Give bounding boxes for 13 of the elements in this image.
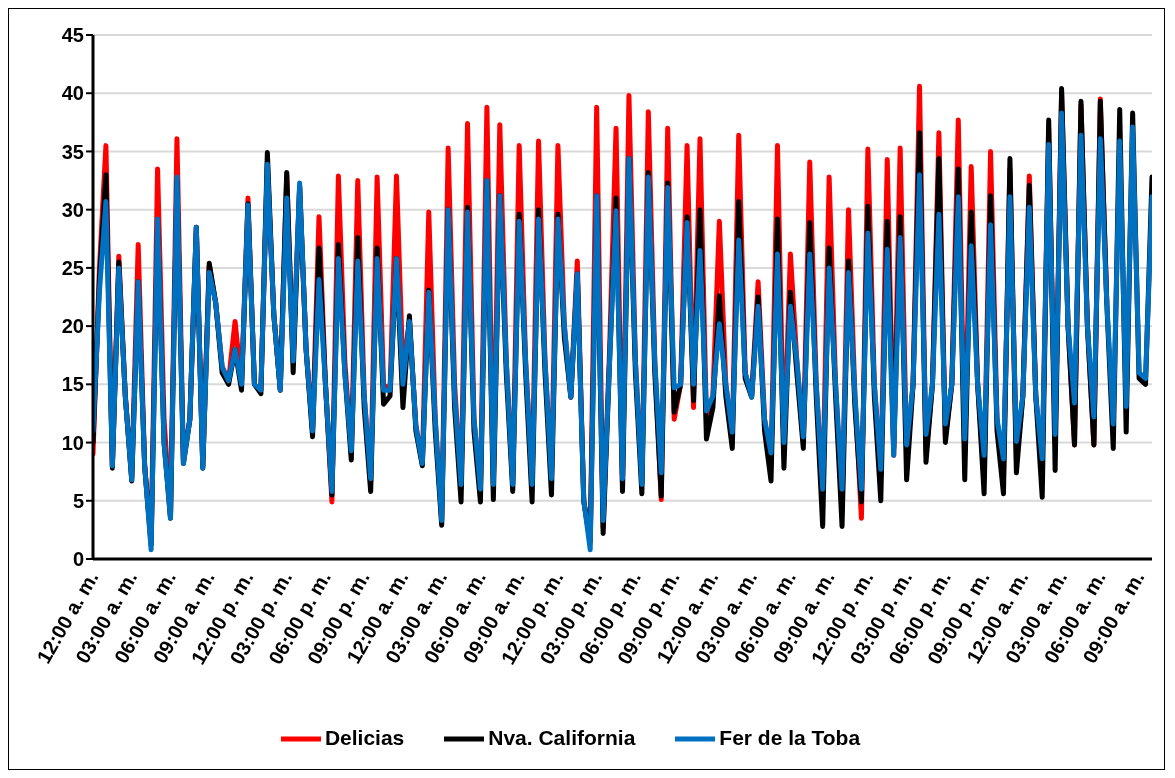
y-tick-label: 15 xyxy=(61,373,84,396)
legend-label: Fer de la Toba xyxy=(719,725,861,749)
y-tick-label: 35 xyxy=(61,140,84,163)
y-tick-label: 40 xyxy=(61,82,84,105)
y-tick-label: 25 xyxy=(61,256,84,279)
y-tick-label: 10 xyxy=(61,431,84,454)
y-tick-label: 30 xyxy=(61,198,84,221)
y-tick-label: 5 xyxy=(72,489,84,512)
y-tick-label: 0 xyxy=(72,548,84,571)
legend-label: Nva. California xyxy=(488,725,636,749)
legend-label: Delicias xyxy=(324,725,405,749)
y-tick-label: 20 xyxy=(61,315,84,338)
y-tick-label: 45 xyxy=(61,24,84,47)
